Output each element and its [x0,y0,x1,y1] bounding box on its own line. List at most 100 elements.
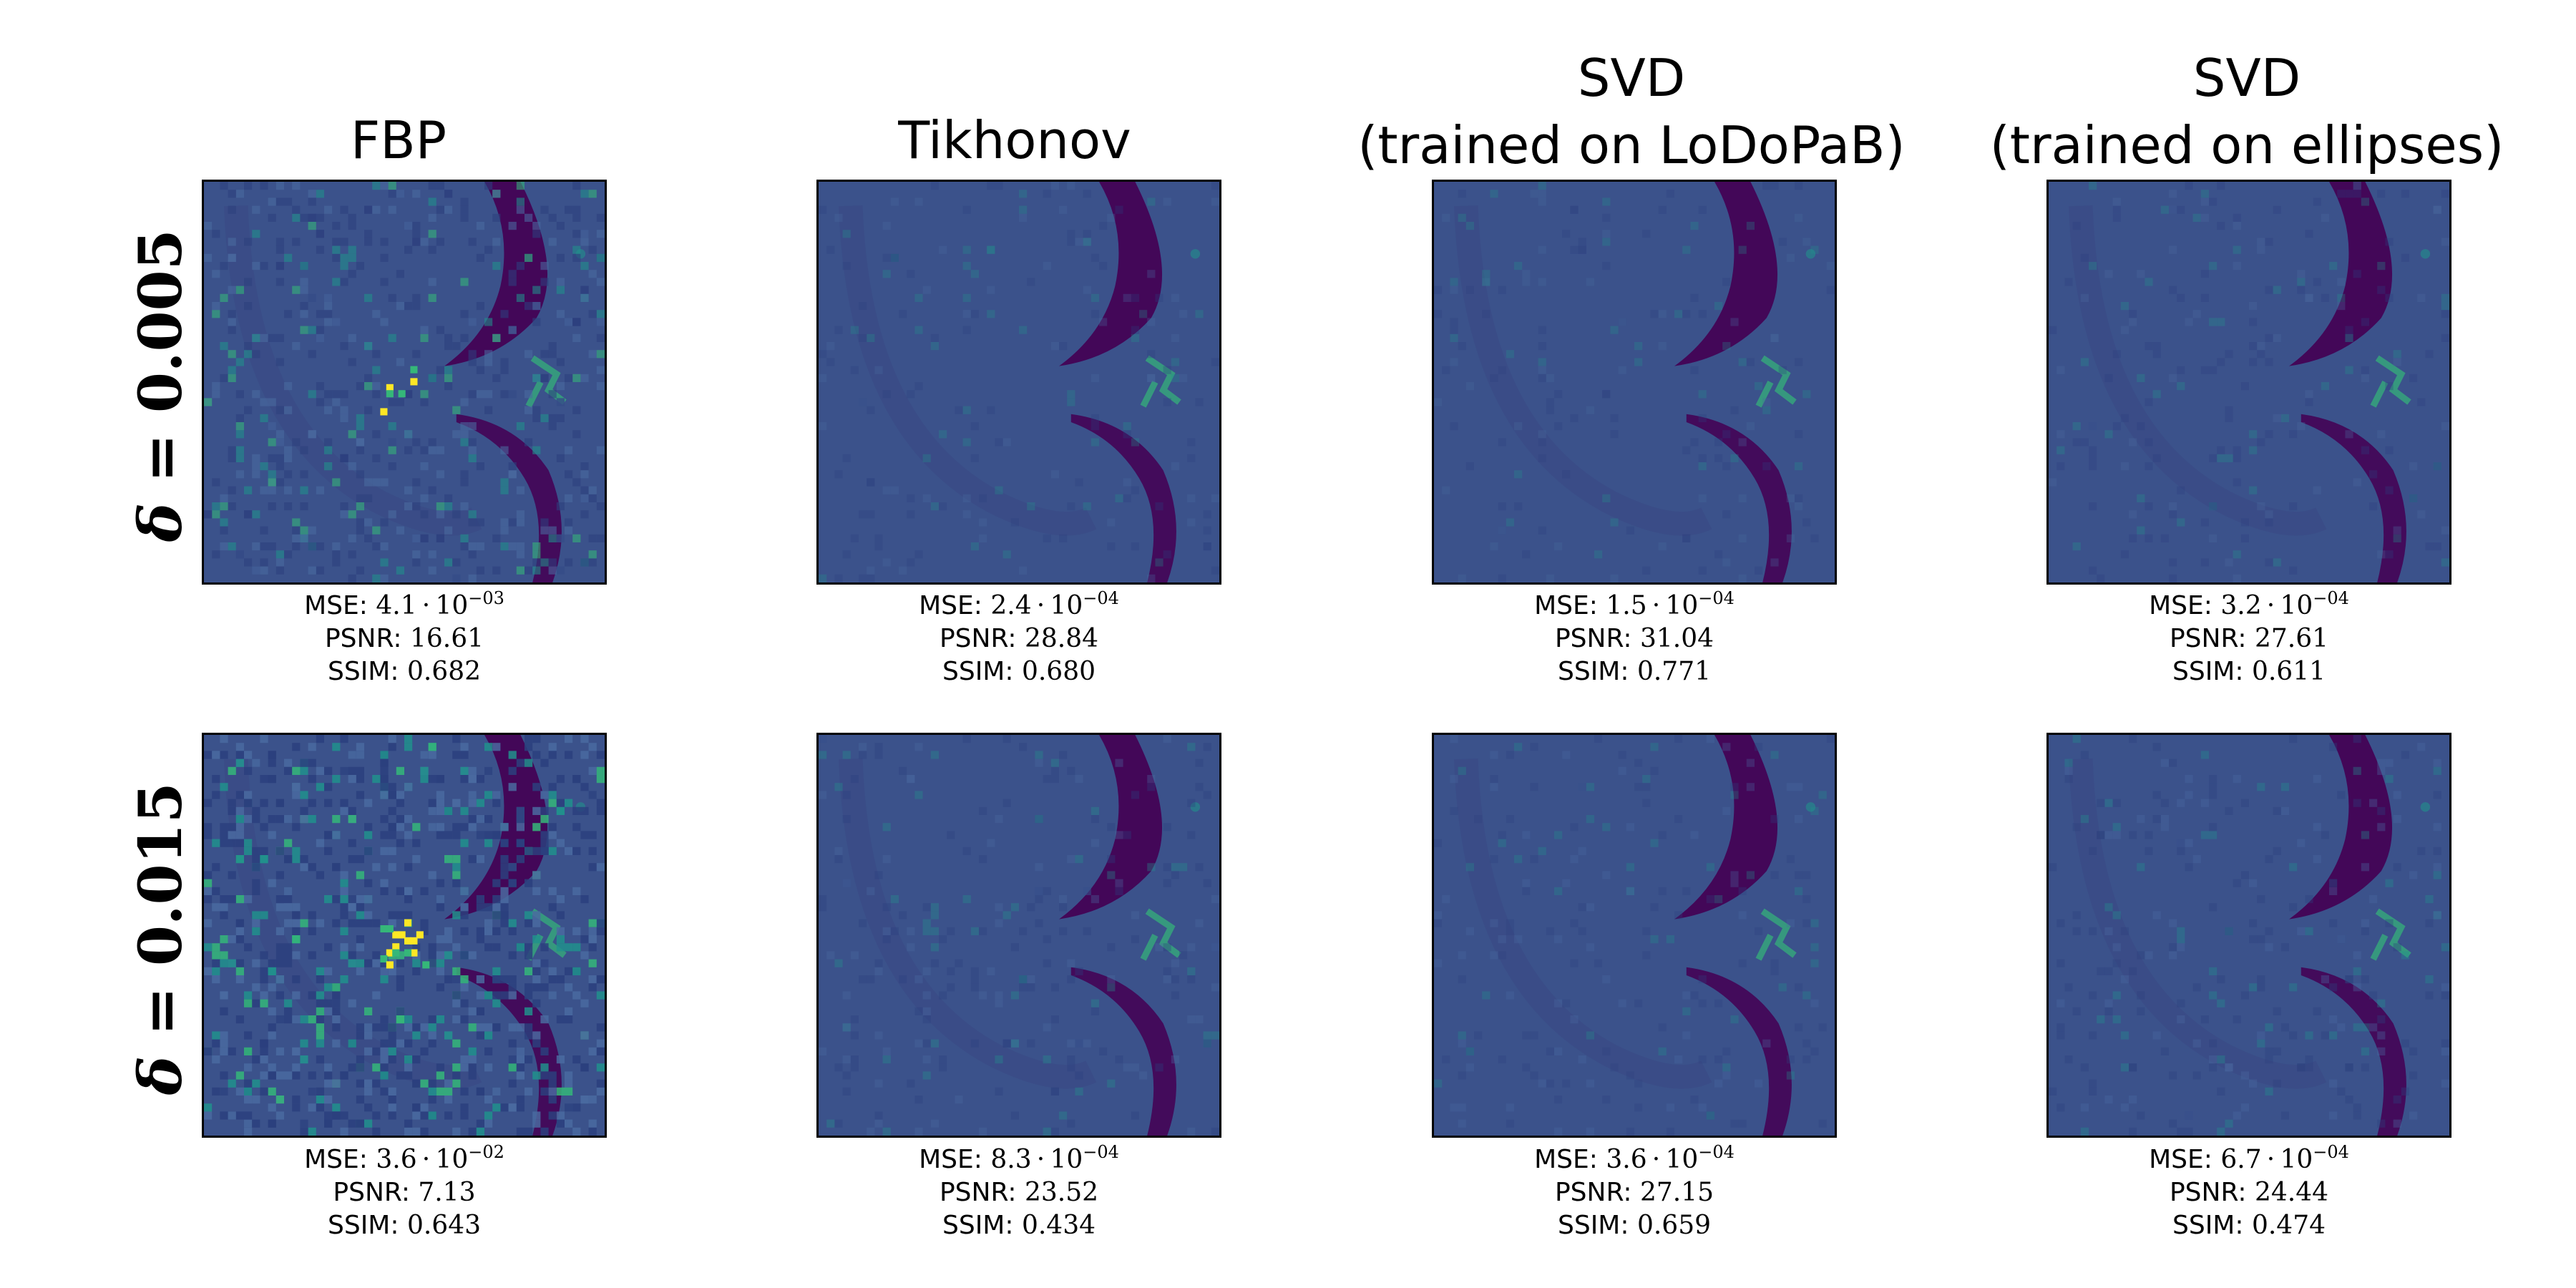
column-title-line: (trained on LoDoPaB) [1357,115,1906,175]
psnr-label: PSNR: [333,1178,410,1207]
mse-exponent: −03 [468,588,504,608]
psnr-line: PSNR: 31.04 [1384,623,1885,655]
psnr-line: PSNR: 23.52 [769,1176,1269,1209]
ssim-line: SSIM: 0.611 [1999,655,2499,688]
mse-exponent: −02 [468,1142,504,1162]
psnr-value: 31.04 [1639,624,1714,653]
reconstruction-image [1432,733,1837,1138]
mse-mantissa: 1.5 [1606,591,1647,620]
metrics-block: MSE: 2.4 · 10−04 PSNR: 28.84 SSIM: 0.680 [769,590,1269,688]
column-title-tikhonov: Tikhonov [693,107,1337,174]
reconstruction-image [816,733,1221,1138]
equals-sign: = [127,986,195,1036]
reconstruction-image [2046,733,2451,1138]
ssim-label: SSIM: [2172,1211,2244,1240]
reconstruction-image [2046,180,2451,585]
mse-base: 10 [2280,1145,2313,1174]
mse-base: 10 [435,591,469,620]
ssim-label: SSIM: [327,657,399,686]
mse-mantissa: 4.1 [376,591,417,620]
psnr-value: 24.44 [2254,1178,2329,1207]
mse-label: MSE: [2149,591,2212,620]
ssim-line: SSIM: 0.682 [154,655,655,688]
ssim-label: SSIM: [2172,657,2244,686]
ssim-line: SSIM: 0.474 [1999,1209,2499,1242]
metrics-block: MSE: 3.2 · 10−04 PSNR: 27.61 SSIM: 0.611 [1999,590,2499,688]
mse-mantissa: 2.4 [990,591,1032,620]
reconstruction-image [202,180,607,585]
mse-base: 10 [2280,591,2313,620]
column-title-line: FBP [350,110,447,170]
psnr-label: PSNR: [939,1178,1017,1207]
mse-label: MSE: [919,1145,982,1174]
ssim-value: 0.611 [2251,657,2326,686]
ssim-line: SSIM: 0.680 [769,655,1269,688]
mse-exponent: −04 [1083,588,1119,608]
mse-line: MSE: 8.3 · 10−04 [919,1142,1119,1174]
psnr-value: 16.61 [409,624,484,653]
psnr-line: PSNR: 27.61 [1999,623,2499,655]
ssim-value: 0.643 [406,1211,482,1240]
column-title-fbp: FBP [77,107,721,174]
mse-line: MSE: 3.6 · 10−02 [304,1142,504,1174]
row-label-delta-0005: δ = 0.005 [122,185,200,586]
mse-mantissa: 3.2 [2220,591,2262,620]
mse-mantissa: 3.6 [376,1145,417,1174]
psnr-value: 28.84 [1024,624,1099,653]
mse-label: MSE: [2149,1145,2212,1174]
column-title-line: SVD [1577,48,1686,108]
psnr-value: 7.13 [418,1178,476,1207]
mse-line: MSE: 3.2 · 10−04 [2149,588,2349,620]
mse-exponent: −04 [1698,588,1735,608]
mse-mantissa: 8.3 [990,1145,1032,1174]
psnr-value: 27.15 [1639,1178,1714,1207]
mse-exponent: −04 [2313,588,2349,608]
mse-exponent: −04 [1083,1142,1119,1162]
column-title-svd-ellipses: SVD (trained on ellipses) [1925,44,2569,179]
psnr-label: PSNR: [324,624,402,653]
psnr-line: PSNR: 7.13 [154,1176,655,1209]
image-canvas [204,182,605,582]
column-title-line: Tikhonov [898,110,1131,170]
metrics-block: MSE: 6.7 · 10−04 PSNR: 24.44 SSIM: 0.474 [1999,1143,2499,1242]
image-canvas [1434,735,1835,1136]
mse-label: MSE: [304,1145,368,1174]
mse-line: MSE: 4.1 · 10−03 [304,588,504,620]
psnr-line: PSNR: 16.61 [154,623,655,655]
delta-value: 0.015 [127,782,195,967]
mse-base: 10 [1665,591,1699,620]
psnr-value: 27.61 [2254,624,2329,653]
ssim-line: SSIM: 0.643 [154,1209,655,1242]
reconstruction-image [1432,180,1837,585]
mse-label: MSE: [1534,591,1598,620]
psnr-label: PSNR: [2169,1178,2247,1207]
mse-base: 10 [1050,1145,1083,1174]
mse-label: MSE: [1534,1145,1598,1174]
mse-label: MSE: [304,591,368,620]
column-title-line: SVD [2192,48,2301,108]
ssim-label: SSIM: [1557,657,1629,686]
ssim-line: SSIM: 0.659 [1384,1209,1885,1242]
psnr-value: 23.52 [1024,1178,1099,1207]
mse-line: MSE: 6.7 · 10−04 [2149,1142,2349,1174]
mse-mantissa: 3.6 [1606,1145,1647,1174]
metrics-block: MSE: 4.1 · 10−03 PSNR: 16.61 SSIM: 0.682 [154,590,655,688]
image-canvas [2049,182,2449,582]
psnr-label: PSNR: [1554,1178,1632,1207]
mse-base: 10 [1665,1145,1699,1174]
psnr-line: PSNR: 28.84 [769,623,1269,655]
psnr-label: PSNR: [1554,624,1632,653]
ssim-value: 0.434 [1021,1211,1096,1240]
ssim-value: 0.680 [1021,657,1096,686]
ssim-label: SSIM: [327,1211,399,1240]
mse-line: MSE: 2.4 · 10−04 [919,588,1119,620]
metrics-block: MSE: 3.6 · 10−02 PSNR: 7.13 SSIM: 0.643 [154,1143,655,1242]
psnr-line: PSNR: 27.15 [1384,1176,1885,1209]
ssim-label: SSIM: [942,657,1014,686]
image-canvas [1434,182,1835,582]
ssim-label: SSIM: [942,1211,1014,1240]
delta-value: 0.005 [127,229,195,414]
ssim-value: 0.659 [1636,1211,1712,1240]
ssim-line: SSIM: 0.434 [769,1209,1269,1242]
psnr-line: PSNR: 24.44 [1999,1176,2499,1209]
